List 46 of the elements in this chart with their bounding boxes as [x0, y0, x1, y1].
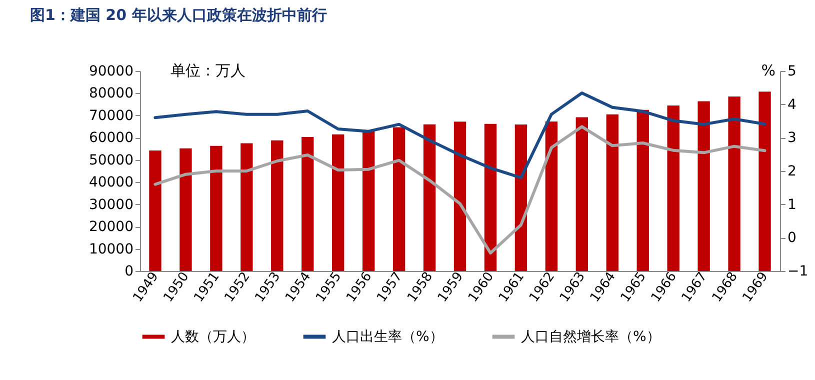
y-tick-label: 10000 — [88, 241, 134, 258]
y2-tick-label: 0 — [788, 230, 796, 246]
bar — [271, 140, 284, 271]
line-series — [154, 125, 766, 254]
y-tick-label: 90000 — [88, 64, 134, 80]
y-tick-label: 60000 — [88, 130, 134, 146]
bar — [149, 150, 162, 271]
bar — [698, 101, 710, 271]
y-tick-label: 80000 — [88, 86, 134, 102]
y2-tick-label: 3 — [788, 130, 796, 146]
y2-tick-label: 2 — [788, 164, 796, 180]
bar — [423, 124, 436, 271]
y-tick-label: 70000 — [88, 108, 134, 124]
bar — [180, 148, 192, 271]
bar — [362, 131, 375, 271]
bar — [302, 137, 314, 271]
bar — [484, 124, 497, 271]
y-tick-label: 40000 — [88, 174, 134, 191]
y2-tick-label: 5 — [788, 64, 796, 80]
bar — [514, 124, 528, 271]
bar — [240, 143, 253, 271]
y2-axis-title: % — [761, 62, 776, 80]
legend-label: 人口出生率（%） — [332, 328, 444, 345]
y-tick-label: 20000 — [88, 219, 134, 236]
y-tick-label: 50000 — [88, 152, 134, 168]
y-tick-label: 30000 — [88, 196, 134, 213]
legend-label: 人数（万人） — [171, 328, 255, 345]
bar — [392, 127, 406, 271]
bar — [667, 105, 680, 271]
y2-tick-label: 1 — [788, 196, 796, 213]
line-series — [154, 92, 766, 180]
annotation: 单位：万人 — [170, 62, 246, 80]
bar — [606, 114, 618, 271]
y2-tick-label: −1 — [788, 264, 808, 280]
bar — [545, 121, 558, 271]
bar — [728, 96, 740, 271]
bar — [332, 134, 344, 271]
bar — [636, 110, 649, 271]
y-tick-label: 0 — [124, 264, 134, 280]
bar — [210, 146, 222, 271]
y2-tick-label: 4 — [788, 96, 796, 113]
bar — [758, 92, 771, 271]
bar — [454, 122, 466, 271]
bar — [576, 117, 588, 271]
legend-label: 人口自然增长率（%） — [521, 328, 660, 345]
chart-title: 图1：建国 20 年以来人口政策在波折中前行 — [30, 6, 327, 24]
